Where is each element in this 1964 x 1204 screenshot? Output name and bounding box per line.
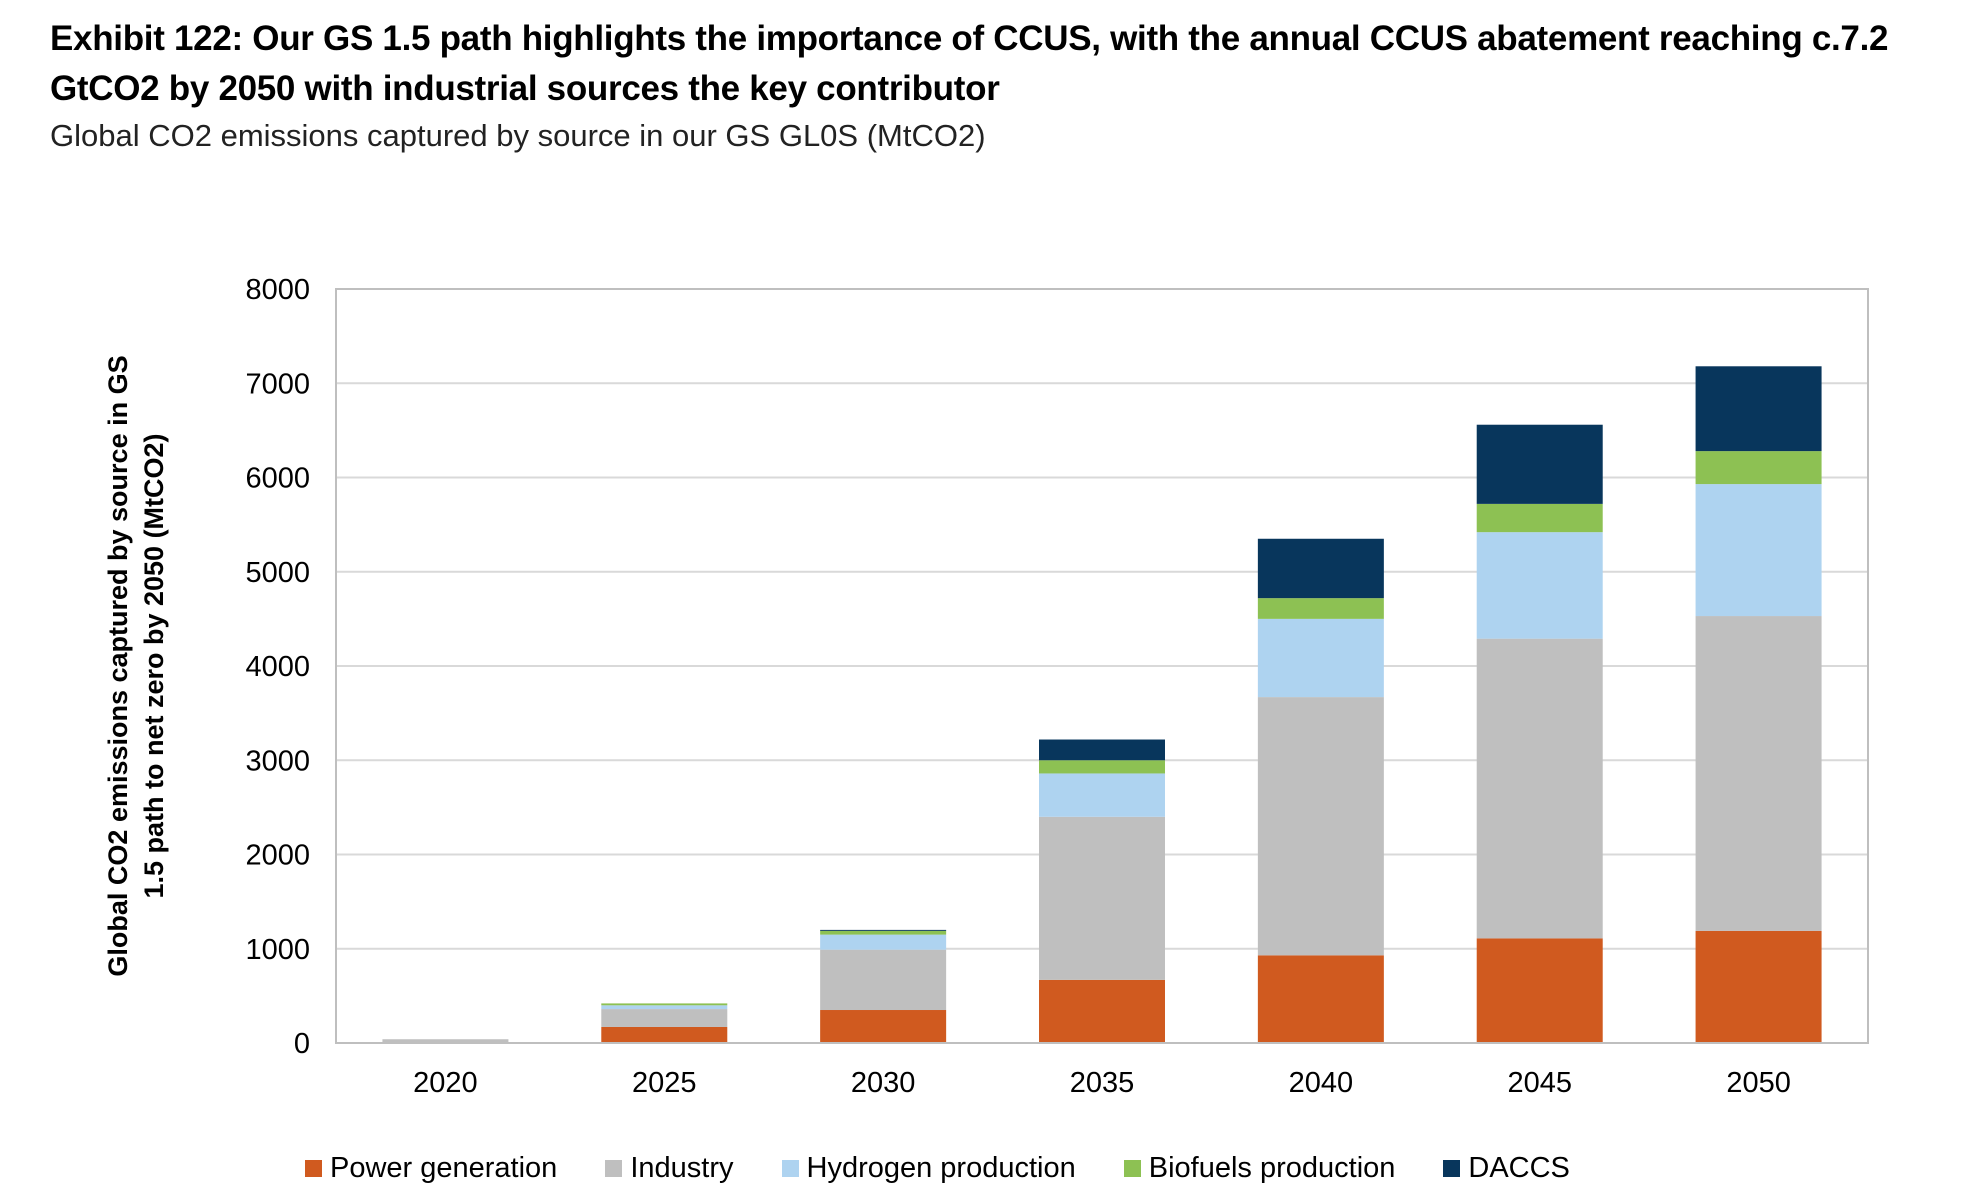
bar-stack-2040 xyxy=(1257,538,1384,1043)
legend: Power generation Industry Hydrogen product… xyxy=(305,1152,1618,1185)
bar-segment-biofuels-production xyxy=(820,930,947,935)
y-axis-label: Global CO2 emissions captured by source … xyxy=(103,355,169,976)
bar-segment-power-generation xyxy=(1039,979,1165,1043)
legend-label: Power generation xyxy=(330,1152,558,1184)
bar-segment-hydrogen-production xyxy=(601,1005,728,1010)
bar-segment-biofuels-production xyxy=(601,1003,728,1006)
bar-stack-2035 xyxy=(1039,739,1165,1043)
x-tick-label: 2035 xyxy=(1070,1067,1135,1099)
bar-segment-power-generation xyxy=(820,1010,947,1043)
chart-title: Exhibit 122: Our GS 1.5 path highlights … xyxy=(50,19,1889,108)
legend-swatch xyxy=(1123,1160,1141,1177)
bar-stack-2025 xyxy=(601,1003,728,1043)
bar-segment-biofuels-production xyxy=(1039,760,1165,774)
bar-segment-daccs xyxy=(820,929,947,931)
bar-segment-daccs xyxy=(1257,538,1384,599)
y-tick-label: 1000 xyxy=(245,934,310,966)
bar-segment-industry xyxy=(1039,816,1165,980)
y-tick-label: 8000 xyxy=(245,274,310,306)
bar-segment-industry xyxy=(820,949,947,1011)
bar-segment-power-generation xyxy=(1695,930,1822,1043)
legend-label: Industry xyxy=(630,1152,734,1184)
legend-item-industry: Industry xyxy=(605,1152,734,1185)
bar-segment-power-generation xyxy=(601,1026,728,1043)
legend-label: DACCS xyxy=(1468,1152,1570,1184)
bar-segment-daccs xyxy=(1695,366,1822,452)
bar-stack-2020 xyxy=(382,1039,509,1043)
bar-segment-hydrogen-production xyxy=(1257,618,1384,698)
x-axis-ticks: 2020 2025 2030 2035 2040 2045 2050 xyxy=(413,1067,1791,1099)
plot-frame xyxy=(335,288,1869,1044)
bar-segment-hydrogen-production xyxy=(1476,532,1603,639)
bar-stack-2030 xyxy=(820,929,947,1043)
legend-label: Biofuels production xyxy=(1148,1152,1396,1184)
bar-segment-hydrogen-production xyxy=(1039,773,1165,817)
y-tick-label: 7000 xyxy=(245,368,310,400)
bar-segment-industry xyxy=(601,1009,728,1027)
bar-segment-power-generation xyxy=(1257,955,1384,1043)
x-tick-label: 2030 xyxy=(851,1067,916,1099)
legend-item-power-generation: Power generation xyxy=(305,1152,557,1185)
chart-header: Exhibit 122: Our GS 1.5 path highlights … xyxy=(50,14,1930,158)
bar-segment-hydrogen-production xyxy=(1695,484,1822,617)
bar-segment-biofuels-production xyxy=(1257,598,1384,619)
bar-stack-2050 xyxy=(1695,366,1822,1043)
bar-segment-biofuels-production xyxy=(1476,503,1603,533)
x-tick-label: 2045 xyxy=(1507,1067,1572,1099)
y-tick-label: 4000 xyxy=(245,651,310,683)
y-axis-ticks: 0 1000 2000 3000 4000 5000 6000 7000 8000 xyxy=(245,274,310,1060)
bar-segment-hydrogen-production xyxy=(820,934,947,950)
y-tick-label: 2000 xyxy=(245,840,310,872)
legend-label: Hydrogen production xyxy=(806,1152,1076,1184)
bar-segment-industry xyxy=(382,1039,509,1043)
y-tick-label: 3000 xyxy=(245,745,310,777)
legend-swatch xyxy=(605,1160,623,1177)
legend-item-hydrogen-production: Hydrogen production xyxy=(781,1152,1076,1185)
bar-stacks xyxy=(382,366,1822,1043)
legend-item-daccs: DACCS xyxy=(1443,1152,1570,1185)
legend-swatch xyxy=(305,1160,322,1177)
bar-segment-daccs xyxy=(1476,424,1603,504)
bar-segment-biofuels-production xyxy=(1695,451,1822,485)
y-tick-label: 0 xyxy=(294,1028,310,1060)
x-tick-label: 2050 xyxy=(1726,1067,1791,1099)
bar-segment-industry xyxy=(1257,697,1384,956)
legend-swatch xyxy=(781,1160,799,1177)
y-tick-label: 6000 xyxy=(245,463,310,495)
chart-subtitle: Global CO2 emissions captured by source … xyxy=(50,118,986,153)
x-tick-label: 2025 xyxy=(632,1067,697,1099)
bar-segment-industry xyxy=(1476,638,1603,939)
bar-segment-industry xyxy=(1695,616,1822,931)
legend-item-biofuels-production: Biofuels production xyxy=(1123,1152,1396,1185)
bar-segment-power-generation xyxy=(1476,938,1603,1043)
bar-stack-2045 xyxy=(1476,424,1603,1043)
bar-segment-daccs xyxy=(1039,739,1165,761)
y-tick-label: 5000 xyxy=(245,557,310,589)
legend-swatch xyxy=(1443,1160,1461,1177)
x-tick-label: 2040 xyxy=(1289,1067,1354,1099)
x-tick-label: 2020 xyxy=(413,1067,478,1099)
